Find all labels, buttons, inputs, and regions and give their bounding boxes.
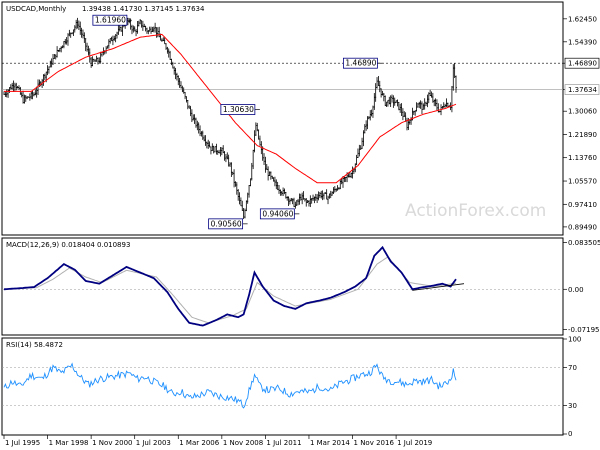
price-tick-label: 1.37634 bbox=[568, 86, 597, 94]
annotation-box bbox=[342, 57, 378, 69]
time-tick-label: 1 Nov 2016 bbox=[354, 439, 395, 447]
time-tick-label: 1 Jul 2011 bbox=[266, 439, 301, 447]
macd-tick-label: 0.00 bbox=[568, 286, 584, 294]
rsi-tick-label: 70 bbox=[568, 364, 577, 372]
macd-trendline bbox=[412, 283, 465, 291]
current-price-box bbox=[564, 84, 600, 95]
price-tick-label: 1.21890 bbox=[568, 131, 597, 139]
price-tick-label: 1.62450 bbox=[568, 15, 597, 23]
time-tick-label: 1 Jul 2003 bbox=[136, 439, 171, 447]
annotation-label: 1.46890 bbox=[345, 59, 376, 68]
symbol-label: USDCAD,Monthly bbox=[6, 5, 66, 13]
rsi-tick-label: 0 bbox=[568, 430, 572, 438]
time-tick-label: 1 Jul 2019 bbox=[397, 439, 432, 447]
annotation-label: 1.61960 bbox=[95, 16, 126, 25]
axis-layer: 1.62450 1.54390 1.46890 1.37634 1.30060 1.218… bbox=[3, 15, 600, 447]
macd-panel-frame bbox=[1, 237, 564, 336]
price-panel-frame bbox=[1, 1, 564, 236]
time-tick-label: 1 Mar 1998 bbox=[49, 439, 89, 447]
annotation-box bbox=[220, 104, 256, 115]
rsi-layer bbox=[2, 362, 563, 409]
annotation-label: 0.90560 bbox=[211, 219, 242, 228]
resistance-price-box bbox=[564, 57, 600, 69]
rsi-label: RSI(14) 58.4872 bbox=[6, 341, 63, 349]
rsi-tick-label: 100 bbox=[568, 336, 581, 344]
ohlc-label: 1.39438 1.41730 1.37145 1.37634 bbox=[82, 5, 205, 13]
watermark: ActionForex.com bbox=[405, 201, 546, 221]
price-layer: 1.61960 1.46890 1.30630 0.94060 0.90560 bbox=[2, 14, 563, 230]
price-tick-label: 0.97410 bbox=[568, 201, 597, 209]
macd-layer bbox=[2, 245, 563, 327]
rsi-tick-label: 30 bbox=[568, 402, 577, 410]
time-tick-label: 1 Nov 2000 bbox=[92, 439, 132, 447]
macd-line bbox=[3, 245, 457, 327]
price-tick-label: 1.46890 bbox=[568, 60, 597, 68]
annotation-box bbox=[259, 208, 295, 220]
macd-signal-line bbox=[3, 256, 457, 324]
time-tick-label: 1 Nov 2008 bbox=[223, 439, 263, 447]
annotation-box bbox=[92, 14, 128, 26]
rsi-line bbox=[3, 362, 457, 409]
annotation-label: 0.94060 bbox=[262, 209, 293, 218]
macd-tick-label: 0.083505 bbox=[568, 239, 600, 247]
price-tick-label: 1.05570 bbox=[568, 178, 597, 186]
price-tick-label: 0.89490 bbox=[568, 223, 597, 231]
price-tick-label: 1.54390 bbox=[568, 38, 597, 46]
annotation-box bbox=[208, 218, 244, 230]
time-tick-label: 1 Mar 2014 bbox=[310, 439, 350, 447]
moving-average-line bbox=[4, 33, 457, 184]
rsi-panel-frame bbox=[1, 337, 564, 436]
time-tick-label: 1 Jul 1995 bbox=[5, 439, 40, 447]
price-tick-label: 1.30060 bbox=[568, 108, 597, 116]
macd-tick-label: -0.07195 bbox=[568, 326, 599, 334]
time-tick-label: 1 Mar 2006 bbox=[179, 439, 219, 447]
price-tick-label: 1.13760 bbox=[568, 154, 597, 162]
macd-label: MACD(12,26,9) 0.018404 0.010893 bbox=[6, 241, 130, 249]
annotation-label: 1.30630 bbox=[223, 105, 254, 114]
